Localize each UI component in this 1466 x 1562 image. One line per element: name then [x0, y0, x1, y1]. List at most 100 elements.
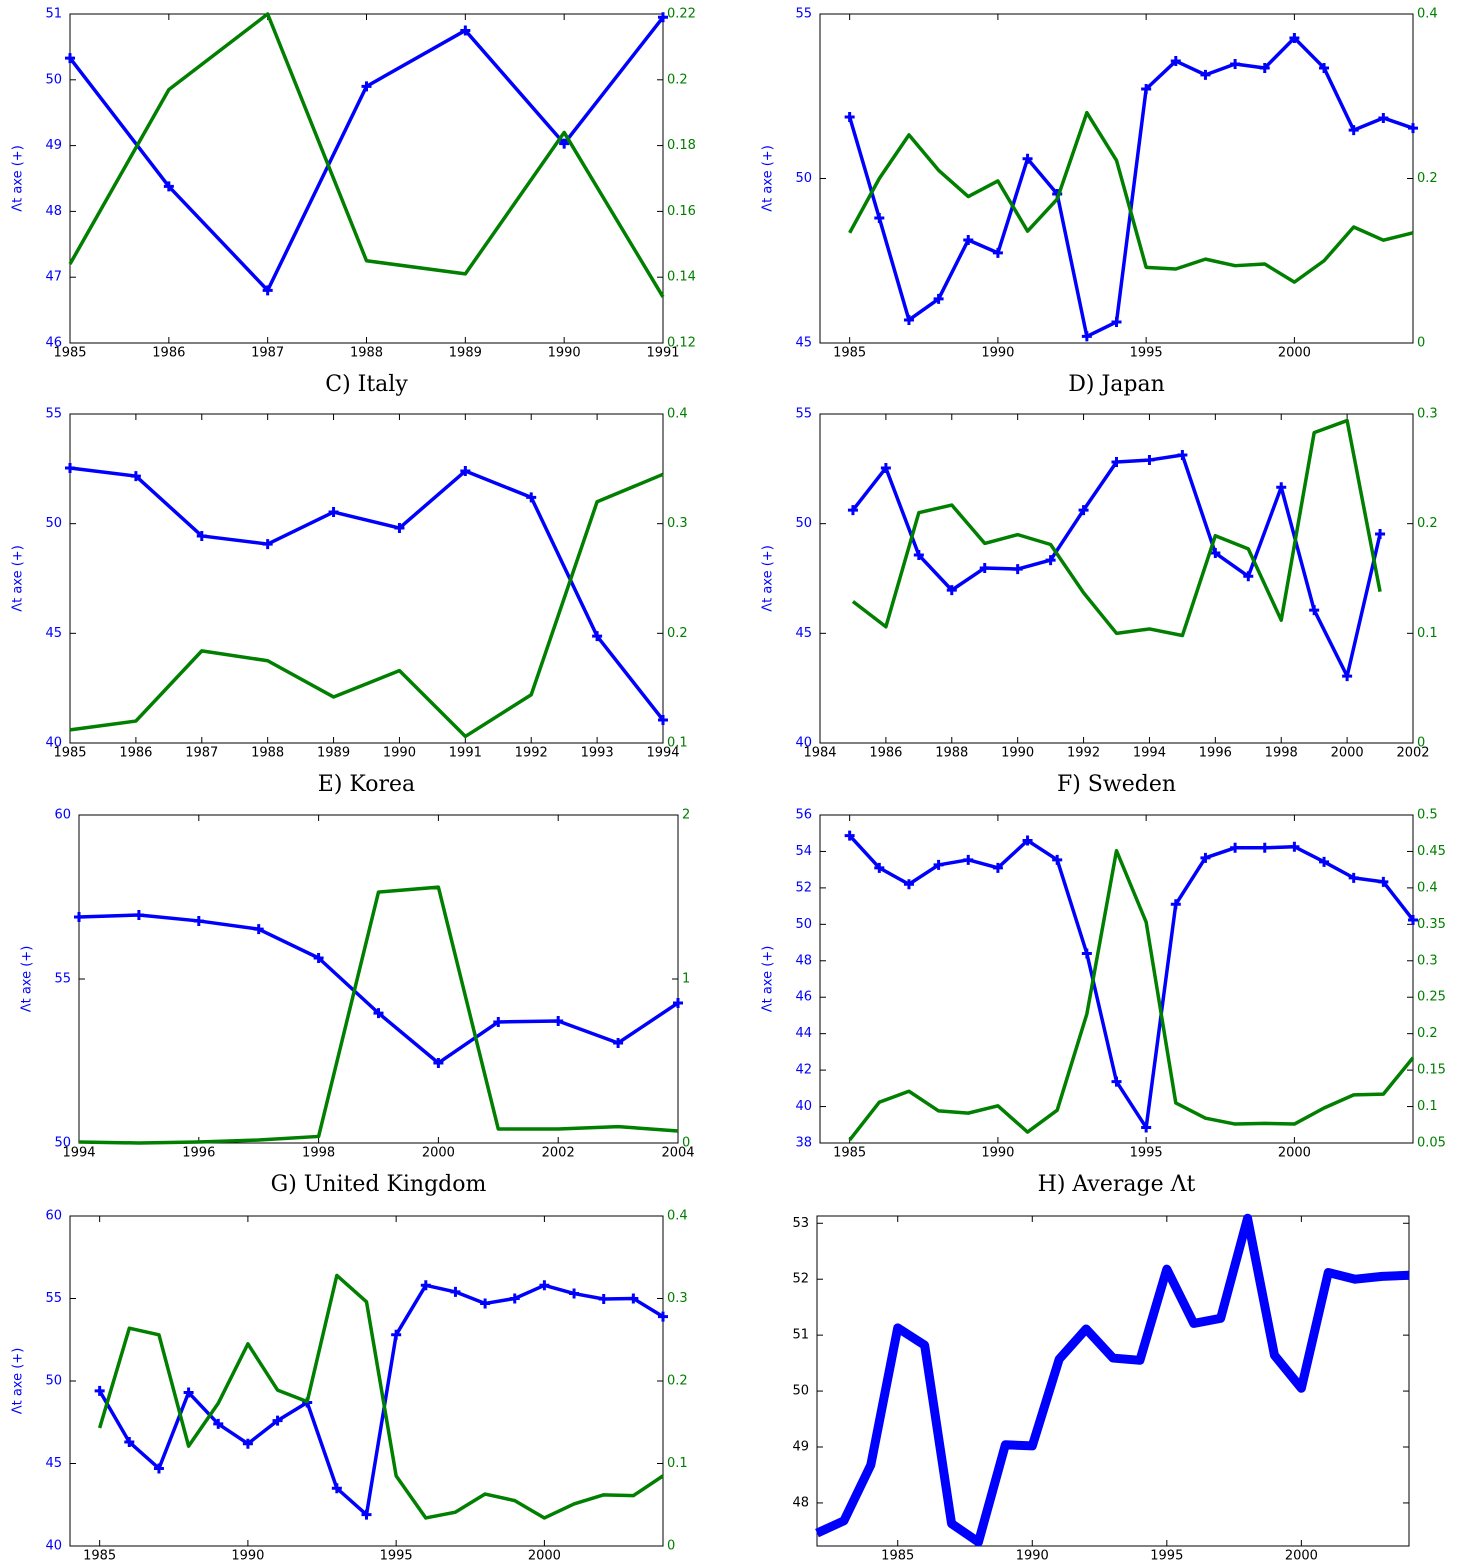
- y-tick-label: 45: [795, 336, 812, 351]
- series-line: [848, 848, 1415, 1142]
- point-marker: [1052, 854, 1063, 865]
- y-tick-label: 55: [795, 407, 812, 422]
- y-tick-label: 55: [45, 407, 62, 422]
- x-tick-label: 2000: [422, 1146, 455, 1161]
- point-marker: [903, 314, 914, 325]
- point-marker: [933, 293, 944, 304]
- point-marker: [1348, 872, 1359, 883]
- y-tick-label: 40: [795, 1099, 812, 1114]
- y-tick-label: 53: [792, 1216, 809, 1231]
- y2-tick-label: 0.2: [1417, 171, 1438, 186]
- y-tick-label: 55: [795, 7, 812, 22]
- y-tick-label: 46: [45, 336, 62, 351]
- y2-tick-label: 2: [682, 808, 690, 823]
- point-marker: [1319, 856, 1330, 867]
- point-marker: [1378, 876, 1389, 887]
- y2-tick-label: 0.1: [667, 736, 688, 751]
- y-axis-label: Λt axe (+): [11, 145, 26, 212]
- x-tick-label: 1995: [1130, 346, 1163, 361]
- y-tick-label: 49: [792, 1440, 809, 1455]
- x-tick-label: 1984: [803, 746, 836, 761]
- x-tick-label: 1995: [1130, 1146, 1163, 1161]
- y2-tick-label: 0: [667, 1539, 675, 1554]
- point-marker: [1022, 835, 1033, 846]
- point-marker: [262, 539, 273, 550]
- y2-tick-label: 0.12: [667, 336, 696, 351]
- panel: 1994 1996 1998 2000 2002 2004 50 55 60 0 1 2 Λt axe …: [20, 808, 695, 1198]
- y-tick-label: 54: [795, 844, 812, 859]
- series-line: [69, 466, 665, 722]
- x-tick-label: 1990: [1001, 746, 1034, 761]
- y2-tick-label: 0.2: [1417, 1026, 1438, 1041]
- point-marker: [130, 471, 141, 482]
- point-marker: [592, 631, 603, 642]
- plot-frame: [819, 814, 1414, 1144]
- point-marker: [1081, 331, 1092, 342]
- point-marker: [391, 1329, 402, 1340]
- plot-frame: [69, 13, 664, 344]
- point-marker: [844, 111, 855, 122]
- y-tick-label: 50: [795, 516, 812, 531]
- y-tick-label: 40: [45, 736, 62, 751]
- panel: 1985 1986 1987 1988 1989 1990 1991 46 47 48 49 50 51…: [11, 7, 696, 398]
- y-tick-label: 44: [795, 1026, 812, 1041]
- x-tick-label: 2000: [1278, 346, 1311, 361]
- y-axis-label: Λt axe (+): [761, 545, 776, 612]
- y-tick-label: 42: [795, 1063, 812, 1078]
- point-marker: [963, 854, 974, 865]
- x-tick-label: 1985: [881, 1549, 914, 1562]
- x-tick-label: 1998: [1265, 746, 1298, 761]
- point-marker: [847, 505, 858, 516]
- x-tick-label: 1985: [833, 1146, 866, 1161]
- y-tick-label: 40: [45, 1539, 62, 1554]
- point-marker: [1045, 555, 1056, 566]
- point-marker: [1230, 59, 1241, 70]
- point-marker: [124, 1437, 135, 1448]
- y-tick-label: 50: [45, 72, 62, 87]
- x-tick-label: 1992: [515, 746, 548, 761]
- y-tick-label: 50: [792, 1384, 809, 1399]
- y2-tick-label: 1: [682, 972, 690, 987]
- series-line: [68, 12, 665, 298]
- y2-tick-label: 0.2: [1417, 516, 1438, 531]
- x-tick-label: 1989: [317, 746, 350, 761]
- point-marker: [628, 1293, 639, 1304]
- x-tick-label: 1994: [1133, 746, 1166, 761]
- x-tick-label: 1990: [231, 1549, 264, 1562]
- y2-tick-label: 0.45: [1417, 844, 1446, 859]
- point-marker: [1111, 1076, 1122, 1087]
- y-tick-label: 48: [792, 1495, 809, 1510]
- plot-frame: [69, 413, 664, 744]
- point-marker: [673, 997, 683, 1008]
- y-tick-label: 45: [45, 1456, 62, 1471]
- y-tick-label: 55: [45, 1291, 62, 1306]
- y2-tick-label: 0.2: [667, 72, 688, 87]
- panel: 1985 1990 1995 2000 38 40 42 44 46 48 50 52 54 56 0.05…: [761, 808, 1446, 1198]
- point-marker: [979, 562, 990, 573]
- y-axis-label: Λt axe (+): [761, 145, 776, 212]
- y2-tick-label: 0.4: [1417, 7, 1438, 22]
- point-marker: [1141, 1122, 1152, 1133]
- y2-tick-label: 0.22: [667, 7, 696, 22]
- y-axis-label: Λt axe (+): [761, 946, 776, 1013]
- y-tick-label: 50: [795, 917, 812, 932]
- point-marker: [1259, 62, 1270, 73]
- x-tick-label: 1993: [581, 746, 614, 761]
- point-marker: [253, 924, 264, 935]
- point-marker: [1408, 123, 1418, 134]
- y-tick-label: 52: [795, 880, 812, 895]
- x-tick-label: 1988: [251, 746, 284, 761]
- y-tick-label: 46: [795, 990, 812, 1005]
- point-marker: [933, 859, 944, 870]
- point-marker: [1210, 548, 1221, 559]
- y-tick-label: 38: [795, 1136, 812, 1151]
- x-tick-label: 1991: [449, 746, 482, 761]
- x-tick-label: 1989: [449, 346, 482, 361]
- y-axis-label: Λt axe (+): [11, 1348, 26, 1415]
- panel: 1985 1986 1987 1988 1989 1990 1991 1992 1993 1994…: [11, 407, 688, 798]
- point-marker: [213, 1418, 224, 1429]
- x-tick-label: 1990: [383, 746, 416, 761]
- y2-tick-label: 0.2: [667, 1374, 688, 1389]
